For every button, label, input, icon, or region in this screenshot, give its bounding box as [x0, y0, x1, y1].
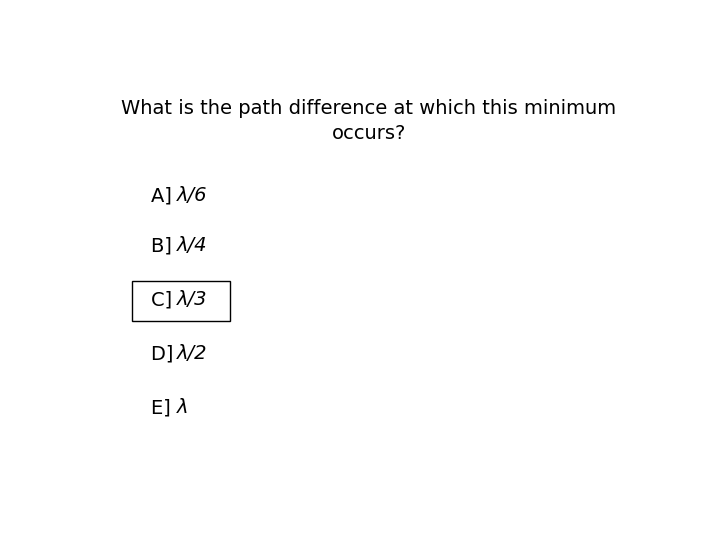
Text: A]: A] [151, 186, 179, 205]
Text: λ: λ [176, 399, 188, 417]
Text: λ/2: λ/2 [176, 345, 207, 363]
Bar [132, 281, 230, 321]
Text: C]: C] [151, 290, 179, 309]
Text: D]: D] [151, 345, 180, 363]
Text: occurs?: occurs? [332, 124, 406, 143]
Text: B]: B] [151, 236, 179, 255]
Text: λ/6: λ/6 [176, 186, 207, 205]
Text: λ/3: λ/3 [176, 290, 207, 309]
Text: E]: E] [151, 399, 177, 417]
Text: λ/4: λ/4 [176, 236, 207, 255]
Text: What is the path difference at which this minimum: What is the path difference at which thi… [122, 99, 616, 118]
